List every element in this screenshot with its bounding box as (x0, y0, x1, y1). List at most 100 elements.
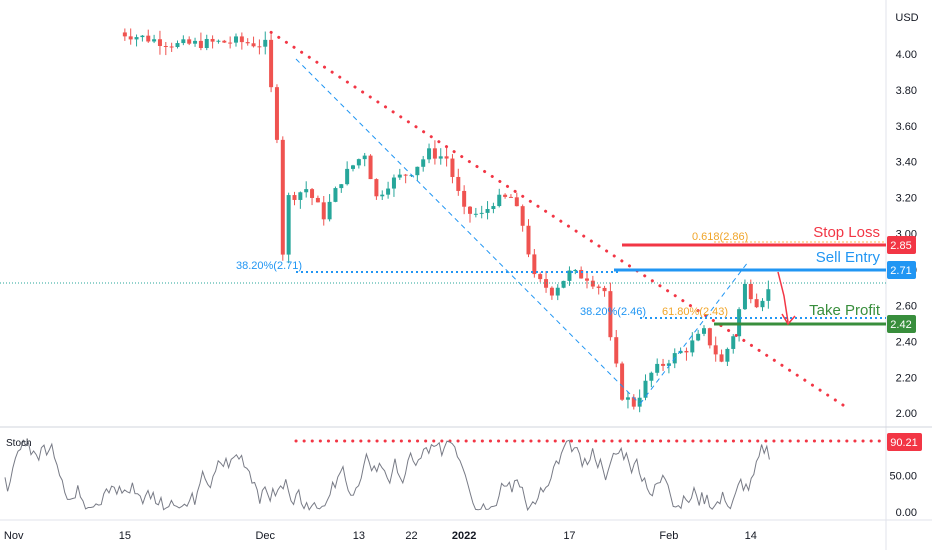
candle (432, 140, 437, 165)
candle-body (725, 348, 730, 362)
candle (538, 272, 543, 283)
candle (245, 38, 250, 46)
candle (479, 205, 484, 219)
candle-body (351, 165, 355, 169)
candle (216, 39, 221, 44)
candle-body (731, 336, 736, 349)
candle (491, 202, 496, 214)
candle (520, 204, 525, 232)
candle (760, 298, 765, 312)
candle-body (585, 278, 589, 281)
candle (193, 37, 198, 47)
candle (444, 147, 449, 167)
candle-body (497, 194, 502, 207)
candle (397, 168, 402, 180)
candlestick-series (122, 28, 771, 413)
candle-body (298, 192, 303, 200)
candle (503, 193, 508, 199)
candle (222, 39, 227, 44)
sell-entry-label: Sell Entry (816, 249, 881, 266)
candle-body (485, 209, 490, 213)
candle-body (503, 194, 508, 197)
candle (620, 361, 625, 401)
candle-body (409, 175, 414, 177)
stoch-axis[interactable]: 50.00 0.00 (889, 470, 917, 519)
price-tick-label: 3.20 (896, 193, 917, 205)
candle (661, 358, 666, 371)
candle-body (473, 213, 478, 215)
candle-body (391, 177, 396, 189)
candle-body (362, 155, 367, 160)
candle-body (245, 42, 250, 44)
candle-body (339, 184, 344, 189)
candle-body (228, 42, 233, 44)
candle (380, 190, 385, 201)
candle (649, 371, 654, 388)
candle (274, 84, 279, 144)
candle-body (157, 39, 162, 46)
candle-body (140, 35, 145, 38)
candle-body (210, 38, 215, 42)
candle (485, 201, 490, 220)
candle (152, 34, 157, 44)
candle (590, 275, 595, 290)
candle-body (198, 40, 203, 49)
candle-body (257, 46, 262, 48)
candle (315, 195, 320, 203)
candle (187, 36, 192, 46)
candle-body (368, 155, 373, 180)
candle (631, 394, 636, 410)
candle-body (163, 45, 168, 47)
candle-body (643, 380, 648, 398)
time-axis[interactable]: Nov 15 Dec 13 22 2022 17 Feb 14 (4, 530, 757, 542)
candle-body (766, 289, 771, 301)
candle-body (549, 287, 554, 296)
stoch-tick-label: 0.00 (896, 507, 917, 519)
candle (280, 136, 285, 261)
stoch-label[interactable]: Stoch (6, 438, 32, 449)
stop-loss-badge-text: 2.85 (890, 240, 911, 252)
candle-body (169, 46, 174, 48)
sell-entry-badge (887, 261, 916, 279)
resistance-trendline[interactable] (269, 30, 848, 409)
candle (468, 206, 472, 223)
candle (561, 280, 566, 289)
candle (748, 279, 753, 304)
candle-body (269, 39, 274, 88)
candle (532, 249, 537, 278)
candle-body (251, 43, 256, 47)
candle (526, 219, 531, 258)
candle (333, 186, 338, 203)
candle (731, 334, 736, 354)
candle (286, 192, 291, 264)
candle (555, 284, 560, 301)
candle-body (432, 148, 437, 159)
candle (228, 36, 233, 49)
candle (614, 329, 619, 368)
candle (146, 29, 151, 43)
candle (269, 34, 274, 93)
candle (415, 166, 420, 181)
fib-retracement-line-a[interactable] (295, 58, 641, 405)
candle-body (239, 36, 244, 43)
currency-label[interactable]: USD (895, 12, 918, 24)
candle-body (216, 40, 221, 42)
candle-body (134, 37, 139, 40)
candle-body (356, 159, 361, 166)
candle (204, 34, 209, 51)
candle (234, 33, 238, 47)
candle (368, 154, 373, 180)
fib-6180-label: 61.80%(2.43) (662, 306, 728, 318)
candle-body (427, 148, 432, 160)
candle (198, 32, 203, 51)
drawings: Stop Loss Sell Entry Take Profit 0.618(2… (0, 30, 886, 409)
candle (585, 271, 589, 289)
fib-0618-label: 0.618(2.86) (692, 231, 748, 243)
fib-retracement-line-b[interactable] (639, 261, 749, 405)
sell-entry-badge-text: 2.71 (890, 265, 911, 277)
candle (508, 194, 513, 198)
candle-body (386, 188, 391, 195)
candle-body (590, 280, 595, 287)
candle-body (204, 38, 209, 49)
projection-arrow[interactable] (777, 271, 789, 323)
